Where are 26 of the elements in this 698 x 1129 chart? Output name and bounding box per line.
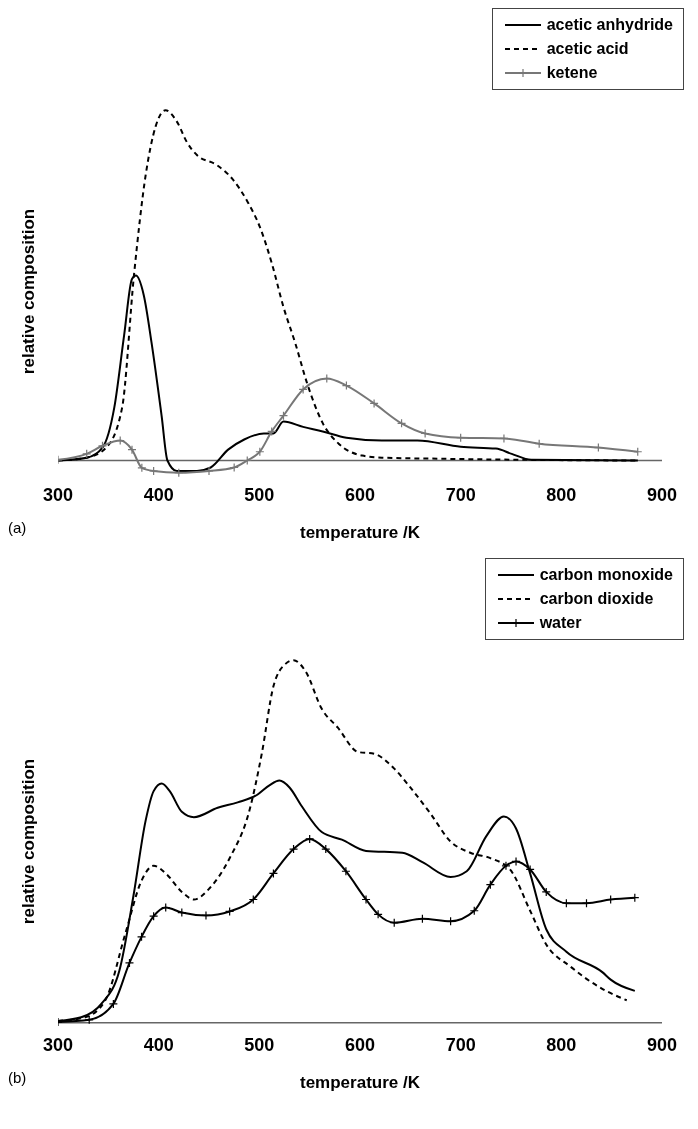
x-tick-label: 500 [244, 1034, 275, 1055]
x-tick-label: 600 [344, 484, 376, 505]
x-tick-label: 900 [646, 1034, 678, 1055]
text: (b) [8, 1069, 27, 1086]
y-axis-title: relative composition [19, 758, 39, 925]
x-tick-label: 700 [445, 1034, 476, 1055]
x-axis-title: temperature /K [300, 1073, 421, 1092]
x-tick-label: 400 [143, 484, 174, 505]
legend-label: carbon dioxide [538, 589, 655, 609]
x-tick-label: 900 [646, 484, 678, 505]
x-tick-label: 500 [244, 484, 275, 505]
x-tick-label: 300 [42, 1034, 74, 1055]
legend-label: acetic acid [545, 39, 630, 59]
legend-label: ketene [545, 63, 599, 83]
legend-label: acetic anhydride [545, 15, 673, 35]
x-axis-title: temperature /K [300, 523, 421, 542]
x-tick-label: 300 [42, 484, 74, 505]
x-tick-label: 800 [546, 484, 577, 505]
text: (a) [8, 519, 27, 536]
x-tick-label: 700 [445, 484, 476, 505]
x-tick-label: 600 [344, 1034, 376, 1055]
y-axis-title: relative composition [19, 208, 39, 375]
legend-label: water [538, 613, 583, 633]
legend-label: carbon monoxide [538, 565, 673, 585]
x-tick-label: 400 [143, 1034, 174, 1055]
x-tick-label: 800 [546, 1034, 577, 1055]
